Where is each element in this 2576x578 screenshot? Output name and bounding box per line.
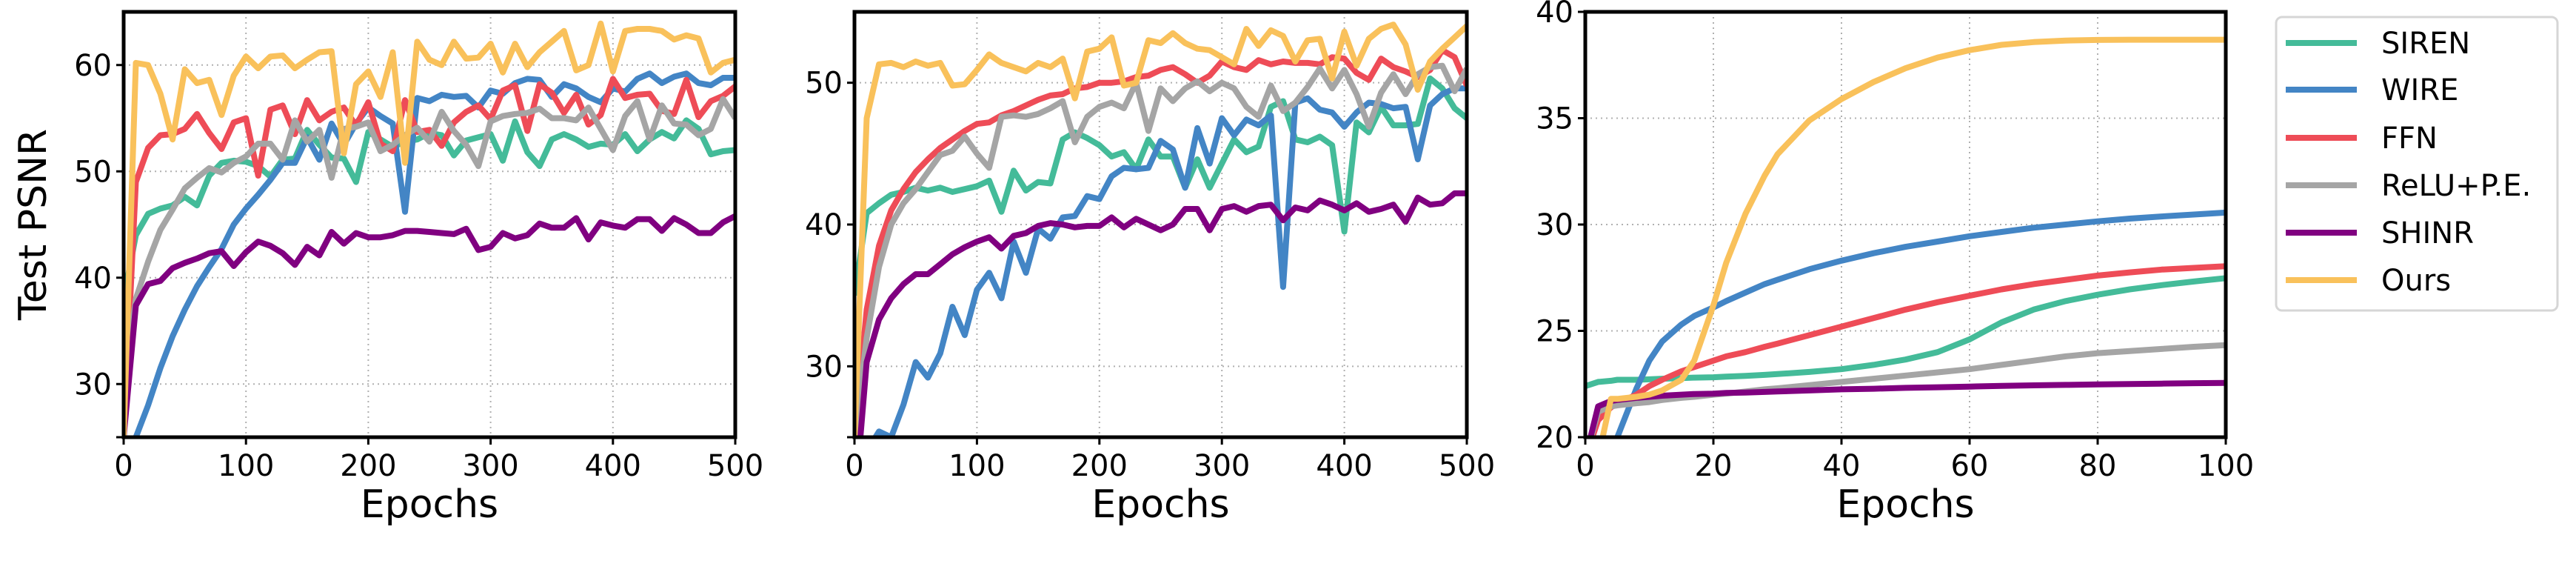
chart-panel-middle: 0 100 200 300 400 500 30 40 50 Epochs	[805, 10, 1495, 527]
x-tick-label: 100	[218, 449, 274, 483]
series-group	[854, 21, 1467, 437]
legend-label-siren: SIREN	[2381, 27, 2470, 61]
y-tick-label: 30	[805, 350, 843, 384]
y-tick-label: 40	[1536, 0, 1573, 30]
series-group	[124, 20, 735, 437]
series-ffn	[1589, 263, 2226, 437]
series-ours	[1599, 36, 2226, 437]
x-tick-label: 80	[2079, 449, 2117, 483]
series-relu-p-e	[854, 62, 1467, 437]
y-tick-label: 20	[1536, 421, 1573, 455]
x-tick-label: 20	[1695, 449, 1733, 483]
series-shinr	[1587, 379, 2226, 437]
y-tick-label: 35	[1536, 102, 1573, 136]
y-tick-label: 30	[1536, 208, 1573, 242]
legend-item-shinr: SHINR	[2286, 216, 2474, 250]
x-tick-label: 0	[114, 449, 133, 483]
legend-item-ffn: FFN	[2286, 122, 2438, 156]
series-shinr	[124, 213, 735, 437]
legend-item-wire: WIRE	[2286, 73, 2458, 107]
chart-panel-left: 0 100 200 300 400 500 30 40 50 60 Epochs	[74, 10, 763, 527]
x-tick-label: 300	[462, 449, 518, 483]
y-tick-label: 60	[74, 49, 112, 83]
x-axis-label: Epochs	[361, 482, 498, 527]
plot-frame	[121, 10, 737, 439]
series-relu-p-e	[124, 96, 735, 385]
legend-label-ours: Ours	[2381, 264, 2451, 298]
legend-label-ffn: FFN	[2381, 122, 2438, 156]
x-tick-label: 500	[707, 449, 763, 483]
x-tick-label: 400	[1316, 449, 1372, 483]
series-wire	[1613, 209, 2226, 437]
x-tick-label: 300	[1194, 449, 1250, 483]
legend: SIREN WIRE FFN ReLU+P.E. SHINR Ours	[2275, 16, 2559, 312]
x-tick-label: 200	[340, 449, 396, 483]
series-ours	[854, 21, 1467, 437]
legend-label-wire: WIRE	[2381, 73, 2458, 107]
series-group	[1585, 36, 2226, 437]
series-wire	[872, 85, 1467, 437]
x-tick-label: 0	[1576, 449, 1594, 483]
x-axis-label: Epochs	[1836, 482, 1974, 527]
x-tick-label: 100	[2198, 449, 2254, 483]
series-ffn	[854, 47, 1467, 437]
y-axis-label: Test PSNR	[11, 129, 56, 321]
x-tick-label: 0	[845, 449, 863, 483]
series-siren	[124, 117, 735, 300]
legend-label-shinr: SHINR	[2381, 216, 2474, 250]
series-shinr	[857, 190, 1467, 437]
series-relu-p-e	[1588, 342, 2226, 437]
legend-item-relu-pe: ReLU+P.E.	[2286, 169, 2531, 203]
x-tick-label: 400	[585, 449, 641, 483]
y-tick-label: 40	[805, 208, 843, 242]
x-tick-label: 500	[1439, 449, 1495, 483]
legend-item-siren: SIREN	[2286, 27, 2470, 61]
y-tick-label: 25	[1536, 315, 1573, 349]
series-ffn	[124, 76, 735, 437]
y-tick-label: 40	[74, 262, 112, 296]
y-tick-label: 50	[805, 67, 843, 101]
x-tick-label: 60	[1951, 449, 1989, 483]
x-tick-label: 200	[1071, 449, 1128, 483]
y-tick-label: 50	[74, 155, 112, 189]
legend-item-ours: Ours	[2286, 264, 2451, 298]
x-tick-label: 40	[1823, 449, 1861, 483]
x-tick-label: 100	[949, 449, 1005, 483]
series-siren	[854, 75, 1467, 296]
series-ours	[124, 20, 735, 437]
y-tick-label: 30	[74, 368, 112, 402]
x-axis-label: Epochs	[1091, 482, 1229, 527]
series-wire	[133, 70, 735, 437]
legend-label-relu-pe: ReLU+P.E.	[2381, 169, 2531, 203]
